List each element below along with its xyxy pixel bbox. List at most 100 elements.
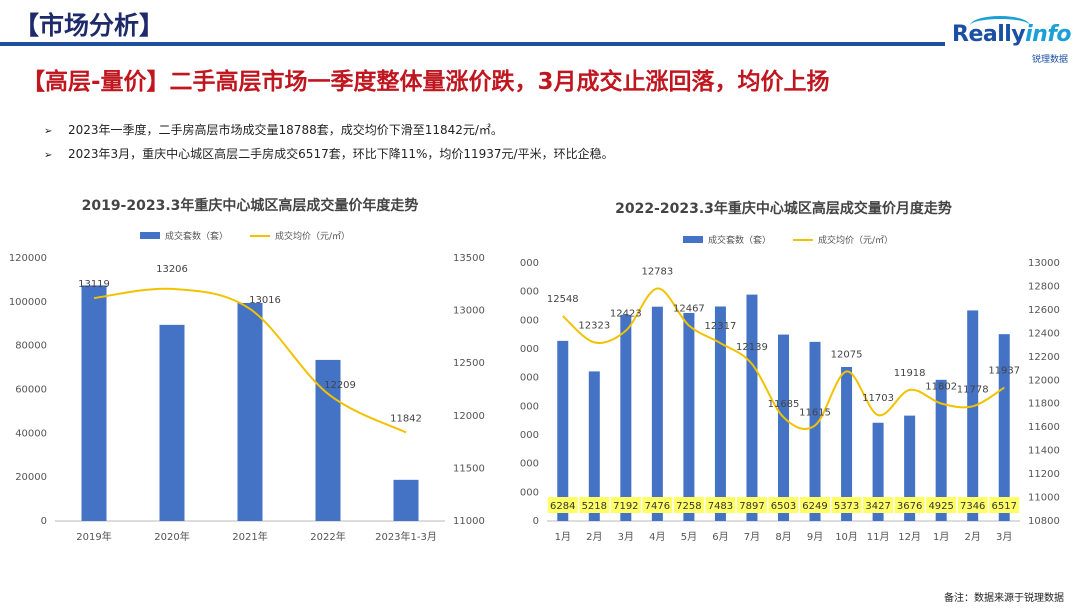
- y-left-tick-label: 5000: [520, 373, 539, 384]
- x-tick-label: 2020年: [154, 530, 189, 543]
- bar-data-label: 5373: [834, 501, 859, 512]
- bar-label-bg: [705, 497, 736, 513]
- y-right-tick-label: 11400: [1028, 446, 1060, 457]
- bar-data-label: 6517: [992, 501, 1017, 512]
- bar: [683, 312, 695, 521]
- x-tick-label: 2月: [965, 531, 981, 543]
- x-tick-label: 7月: [744, 531, 760, 543]
- bar-data-label: 7192: [613, 501, 638, 512]
- legend-line-label: 成交均价（元/㎡）: [818, 234, 893, 246]
- bar-data-label: 6249: [802, 501, 827, 512]
- bar-data-label: 7476: [645, 501, 670, 512]
- y-left-tick-label: 80000: [15, 341, 47, 352]
- line-data-label: 11842: [390, 413, 422, 424]
- bar: [159, 324, 185, 521]
- y-right-tick-label: 12400: [1028, 328, 1060, 339]
- price-line: [93, 287, 407, 434]
- y-right-tick-label: 12800: [1028, 281, 1060, 292]
- bar-data-label: 7483: [708, 501, 733, 512]
- bar-label-bg: [800, 497, 831, 513]
- x-tick-label: 11月: [867, 531, 890, 543]
- bar: [809, 341, 821, 521]
- bar-data-label: 7897: [739, 501, 764, 512]
- y-left-tick-label: 40000: [15, 428, 47, 439]
- bar-data-label: 4925: [928, 501, 953, 512]
- bar-label-bg: [768, 497, 799, 513]
- bar-label-bg: [863, 497, 894, 513]
- bar: [714, 306, 726, 521]
- bar-label-bg: [831, 497, 862, 513]
- y-right-tick-label: 12000: [1028, 375, 1060, 386]
- y-right-tick-label: 11800: [1028, 399, 1060, 410]
- x-tick-label: 3月: [996, 531, 1012, 543]
- reallyinfo-logo: Reallyinfo 锐理数据: [952, 16, 1072, 68]
- bar: [588, 371, 600, 521]
- bar: [620, 314, 632, 521]
- bullet-item: ➢ 2023年一季度，二手房高层市场成交量18788套，成交均价下滑至11842元…: [44, 120, 614, 144]
- y-right-tick-label: 13000: [1028, 258, 1060, 269]
- bar-data-label: 5218: [582, 501, 607, 512]
- bullet-text: 2023年一季度，二手房高层市场成交量18788套，成交均价下滑至11842元/…: [68, 123, 503, 137]
- logo-wordmark: Reallyinfo: [952, 22, 1072, 47]
- line-data-label: 12139: [736, 342, 768, 353]
- y-right-tick-label: 11200: [1028, 469, 1060, 480]
- chart-title: 2019-2023.3年重庆中心城区高层成交量价年度走势: [82, 197, 419, 214]
- line-data-label: 12209: [324, 380, 356, 391]
- logo-text-really: Really: [952, 22, 1026, 47]
- line-data-label: 11615: [799, 407, 831, 418]
- y-right-tick-label: 13000: [453, 306, 485, 317]
- x-tick-label: 2021年: [232, 530, 267, 543]
- y-right-tick-label: 11000: [1028, 493, 1060, 504]
- y-left-tick-label: 120000: [9, 253, 47, 264]
- line-data-label: 12467: [673, 304, 705, 315]
- bar-data-label: 3676: [897, 501, 922, 512]
- bullet-item: ➢ 2023年3月，重庆中心城区高层二手房成交6517套，环比下降11%，均价11…: [44, 144, 614, 168]
- legend-bar-swatch: [683, 236, 703, 243]
- y-right-tick-label: 11500: [453, 463, 485, 474]
- bar: [746, 294, 758, 521]
- line-data-label: 13016: [249, 295, 281, 306]
- bar: [557, 340, 569, 521]
- y-left-tick-label: 20000: [15, 472, 47, 483]
- x-tick-label: 8月: [775, 531, 791, 543]
- y-right-tick-label: 12500: [453, 358, 485, 369]
- y-right-tick-label: 10800: [1028, 516, 1060, 527]
- logo-subtext: 锐理数据: [1031, 55, 1068, 65]
- x-tick-label: 5月: [681, 531, 697, 543]
- line-data-label: 11802: [925, 381, 957, 392]
- logo-text-info: info: [1025, 22, 1072, 47]
- y-left-tick-label: 4000: [520, 401, 539, 412]
- y-left-tick-label: 9000: [520, 258, 539, 269]
- line-data-label: 13206: [156, 264, 188, 275]
- price-line: [562, 287, 1005, 430]
- line-data-label: 11918: [894, 368, 926, 379]
- line-data-label: 12423: [610, 309, 642, 320]
- bar-label-bg: [957, 497, 988, 513]
- y-left-tick-label: 60000: [15, 385, 47, 396]
- x-tick-label: 10月: [835, 531, 858, 543]
- bar-label-bg: [547, 497, 578, 513]
- page-header-title: 【市场分析】: [14, 11, 165, 40]
- bullet-list: ➢ 2023年一季度，二手房高层市场成交量18788套，成交均价下滑至11842元…: [44, 120, 614, 168]
- x-tick-label: 4月: [649, 531, 665, 543]
- bullet-text: 2023年3月，重庆中心城区高层二手房成交6517套，环比下降11%，均价119…: [68, 147, 614, 161]
- chart-title: 2022-2023.3年重庆中心城区高层成交量价月度走势: [615, 200, 952, 217]
- y-left-tick-label: 0: [41, 516, 47, 527]
- bar: [998, 334, 1010, 521]
- arrow-bullet-icon: ➢: [44, 150, 53, 161]
- y-right-tick-label: 12000: [453, 411, 485, 422]
- bar-label-bg: [642, 497, 673, 513]
- legend-line-label: 成交均价（元/㎡）: [275, 230, 350, 242]
- y-left-tick-label: 6000: [520, 344, 539, 355]
- arrow-bullet-icon: ➢: [44, 126, 53, 137]
- x-tick-label: 2019年: [76, 530, 111, 543]
- y-left-tick-label: 0: [533, 516, 539, 527]
- y-left-tick-label: 3000: [520, 430, 539, 441]
- y-left-tick-label: 7000: [520, 315, 539, 326]
- bar-label-bg: [926, 497, 957, 513]
- bar-label-bg: [610, 497, 641, 513]
- logo-arc-icon: [970, 16, 1030, 35]
- data-source-note: 备注：数据来源于锐理数据: [944, 593, 1064, 604]
- y-right-tick-label: 11000: [453, 516, 485, 527]
